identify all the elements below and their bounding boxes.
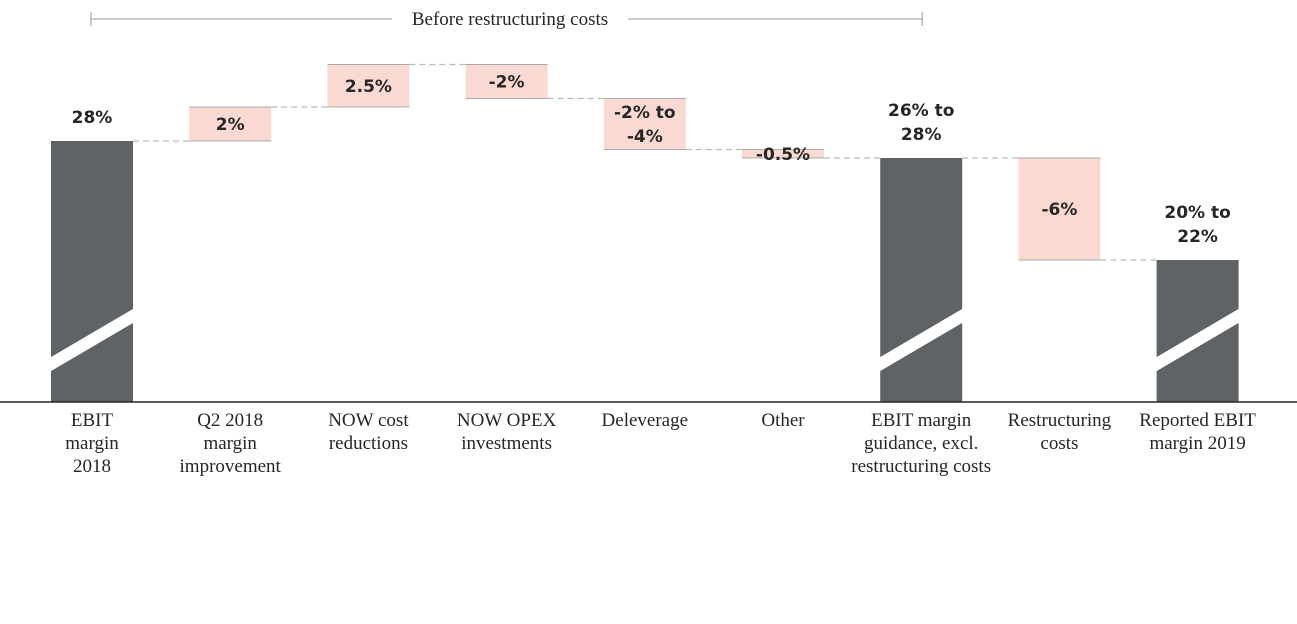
value-label: -2% — [489, 73, 525, 93]
delta-bar — [742, 149, 824, 158]
category-label: costs — [1040, 433, 1078, 454]
value-label: 2.5% — [345, 77, 392, 97]
value-label: -2% to — [614, 103, 676, 123]
axis-break-mark — [875, 306, 968, 374]
total-bar — [880, 158, 963, 402]
bracket-label: Before restructuring costs — [412, 9, 608, 30]
delta-bar — [603, 98, 686, 150]
category-label: NOW cost — [328, 410, 409, 431]
category-label: EBIT — [71, 410, 114, 431]
category-label: Q2 2018 — [197, 410, 263, 431]
axis-break-mark — [1151, 306, 1244, 374]
category-label: guidance, excl. — [864, 433, 978, 454]
category-label: reductions — [329, 433, 408, 454]
value-label: 28% — [72, 108, 113, 128]
category-label: EBIT margin — [871, 410, 972, 431]
delta-bar — [465, 64, 548, 99]
category-label: Deleverage — [602, 410, 689, 431]
value-label: 20% to — [1164, 203, 1230, 223]
category-label: investments — [461, 433, 552, 454]
delta-bar — [327, 64, 410, 107]
category-label: margin 2019 — [1149, 433, 1245, 454]
category-label: 2018 — [73, 456, 111, 477]
value-label: -0.5% — [756, 145, 810, 165]
category-label: restructuring costs — [851, 456, 991, 477]
category-label: Other — [761, 410, 805, 431]
category-label: improvement — [180, 456, 282, 477]
value-label: 28% — [901, 125, 942, 145]
axis-break-mark — [46, 306, 138, 374]
value-label: 26% to — [888, 101, 954, 121]
category-label: margin — [203, 433, 257, 454]
delta-bar — [1018, 158, 1101, 260]
category-label: margin — [65, 433, 119, 454]
value-label: -4% — [627, 127, 663, 147]
delta-bar — [189, 107, 272, 141]
category-label: Reported EBIT — [1139, 410, 1256, 431]
category-label: NOW OPEX — [457, 410, 557, 431]
value-label: -6% — [1041, 200, 1077, 220]
value-label: 2% — [216, 115, 245, 135]
category-label: Restructuring — [1008, 410, 1112, 431]
total-bar — [1156, 260, 1239, 402]
value-label: 22% — [1177, 227, 1218, 247]
